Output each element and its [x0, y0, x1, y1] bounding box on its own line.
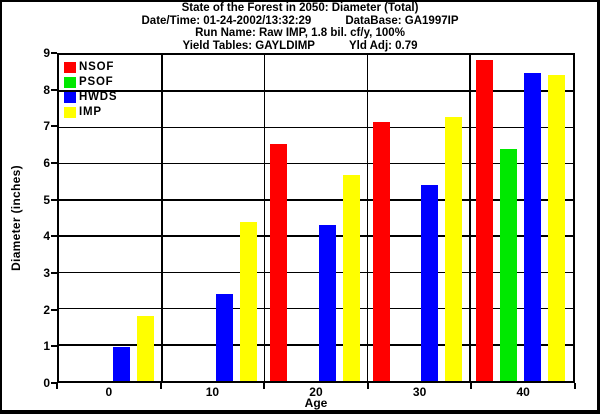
- bar-imp-age-30: [445, 116, 463, 381]
- header-line-4: Yield Tables: GAYLDIMP Yld Adj: 0.79: [0, 40, 600, 53]
- y-axis-title: Diameter (inches): [9, 165, 23, 271]
- legend-label-psof: PSOF: [79, 76, 114, 88]
- datetime-label: Date/Time: 01-24-2002/13:32:29: [141, 14, 312, 27]
- bar-imp-age-40: [548, 74, 566, 381]
- x-axis-title: Age: [304, 396, 328, 410]
- y-tick-label-8: 8: [43, 82, 50, 97]
- gridline-y-3: [59, 271, 573, 274]
- y-tick-mark-6: [51, 162, 57, 164]
- legend-label-hwds: HWDS: [79, 91, 118, 103]
- gridline-y-1: [59, 344, 573, 346]
- y-tick-mark-5: [51, 198, 57, 201]
- gridline-x-1: [161, 55, 163, 381]
- bar-imp-age-20: [342, 174, 360, 381]
- bar-hwds-age-0: [113, 346, 130, 381]
- legend-item-psof: PSOF: [64, 75, 117, 90]
- legend-item-hwds: HWDS: [64, 90, 117, 105]
- gridline-y-6: [59, 162, 573, 165]
- chart-header: State of the Forest in 2050: Diameter (T…: [0, 2, 600, 52]
- bar-hwds-age-20: [318, 225, 336, 381]
- bar-psof-age-40: [500, 149, 518, 381]
- x-tick-label-age-0: 0: [105, 385, 113, 399]
- y-tick-label-9: 9: [43, 46, 50, 60]
- bar-hwds-age-40: [524, 73, 542, 381]
- y-tick-mark-9: [51, 52, 57, 54]
- y-tick-mark-1: [51, 345, 57, 348]
- x-tick-mark-0: [56, 383, 58, 389]
- x-tick-label-age-40: 40: [516, 385, 530, 399]
- gridline-y-2: [59, 307, 573, 310]
- y-axis-title-wrap: Diameter (inches): [5, 53, 27, 383]
- x-tick-label-age-10: 10: [205, 385, 220, 399]
- legend-swatch-imp: [64, 107, 76, 118]
- y-tick-mark-4: [51, 235, 57, 238]
- bar-group-age-10: [162, 55, 265, 381]
- y-tick-label-2: 2: [43, 302, 50, 317]
- gridline-x-2: [263, 55, 266, 381]
- legend-swatch-hwds: [64, 92, 76, 103]
- yield-tables-label: Yield Tables: GAYLDIMP: [182, 39, 315, 52]
- gridline-y-5: [59, 199, 573, 201]
- y-tick-label-1: 1: [43, 339, 50, 354]
- legend-label-imp: IMP: [79, 106, 102, 118]
- plot-area: [57, 53, 575, 383]
- header-line-2: Date/Time: 01-24-2002/13:32:29 DataBase:…: [0, 15, 600, 28]
- gridline-x-3: [366, 55, 369, 381]
- y-tick-label-7: 7: [43, 119, 50, 134]
- y-tick-mark-7: [51, 125, 57, 128]
- y-tick-label-4: 4: [43, 229, 50, 244]
- bar-imp-age-0: [137, 315, 155, 381]
- y-tick-label-5: 5: [43, 192, 50, 207]
- legend-item-nsof: NSOF: [64, 60, 117, 75]
- gridline-x-4: [469, 55, 471, 381]
- bar-group-age-30: [367, 55, 470, 381]
- y-tick-label-6: 6: [43, 156, 50, 170]
- x-tick-mark-1: [159, 383, 162, 389]
- y-tick-mark-0: [51, 382, 57, 384]
- bar-nsof-age-30: [373, 122, 391, 381]
- y-tick-mark-8: [51, 88, 57, 91]
- bar-nsof-age-40: [475, 60, 493, 381]
- bar-nsof-age-20: [270, 143, 288, 381]
- gridline-y-4: [59, 235, 573, 237]
- bar-hwds-age-10: [215, 294, 233, 381]
- bar-group-age-40: [470, 55, 573, 381]
- y-tick-label-0: 0: [43, 376, 50, 390]
- chart-title: State of the Forest in 2050: Diameter (T…: [181, 2, 419, 14]
- x-tick-mark-5: [574, 383, 576, 389]
- x-tick-mark-4: [470, 383, 473, 389]
- run-name-label: Run Name: Raw IMP, 1.8 bil. cf/y, 100%: [195, 27, 405, 39]
- bar-group-age-20: [265, 55, 368, 381]
- legend-swatch-psof: [64, 77, 76, 88]
- legend-label-nsof: NSOF: [79, 61, 115, 73]
- y-tick-mark-3: [51, 272, 57, 274]
- x-tick-mark-3: [366, 383, 369, 389]
- x-tick-label-age-30: 30: [412, 385, 427, 399]
- database-label: DataBase: GA1997IP: [345, 14, 459, 27]
- bar-hwds-age-30: [421, 185, 439, 381]
- yield-adj-label: Yld Adj: 0.79: [348, 39, 418, 52]
- legend-item-imp: IMP: [64, 105, 117, 120]
- x-tick-label-age-20: 20: [309, 385, 323, 399]
- legend-swatch-nsof: [64, 62, 76, 73]
- legend: NSOF PSOF HWDS IMP: [64, 60, 117, 120]
- gridline-y-7: [59, 126, 573, 129]
- y-tick-label-3: 3: [43, 266, 50, 280]
- gridline-y-8: [59, 90, 573, 92]
- bar-group-age-0: [59, 55, 162, 381]
- y-tick-mark-2: [51, 308, 57, 311]
- bar-imp-age-10: [239, 221, 257, 381]
- x-tick-mark-2: [263, 383, 266, 389]
